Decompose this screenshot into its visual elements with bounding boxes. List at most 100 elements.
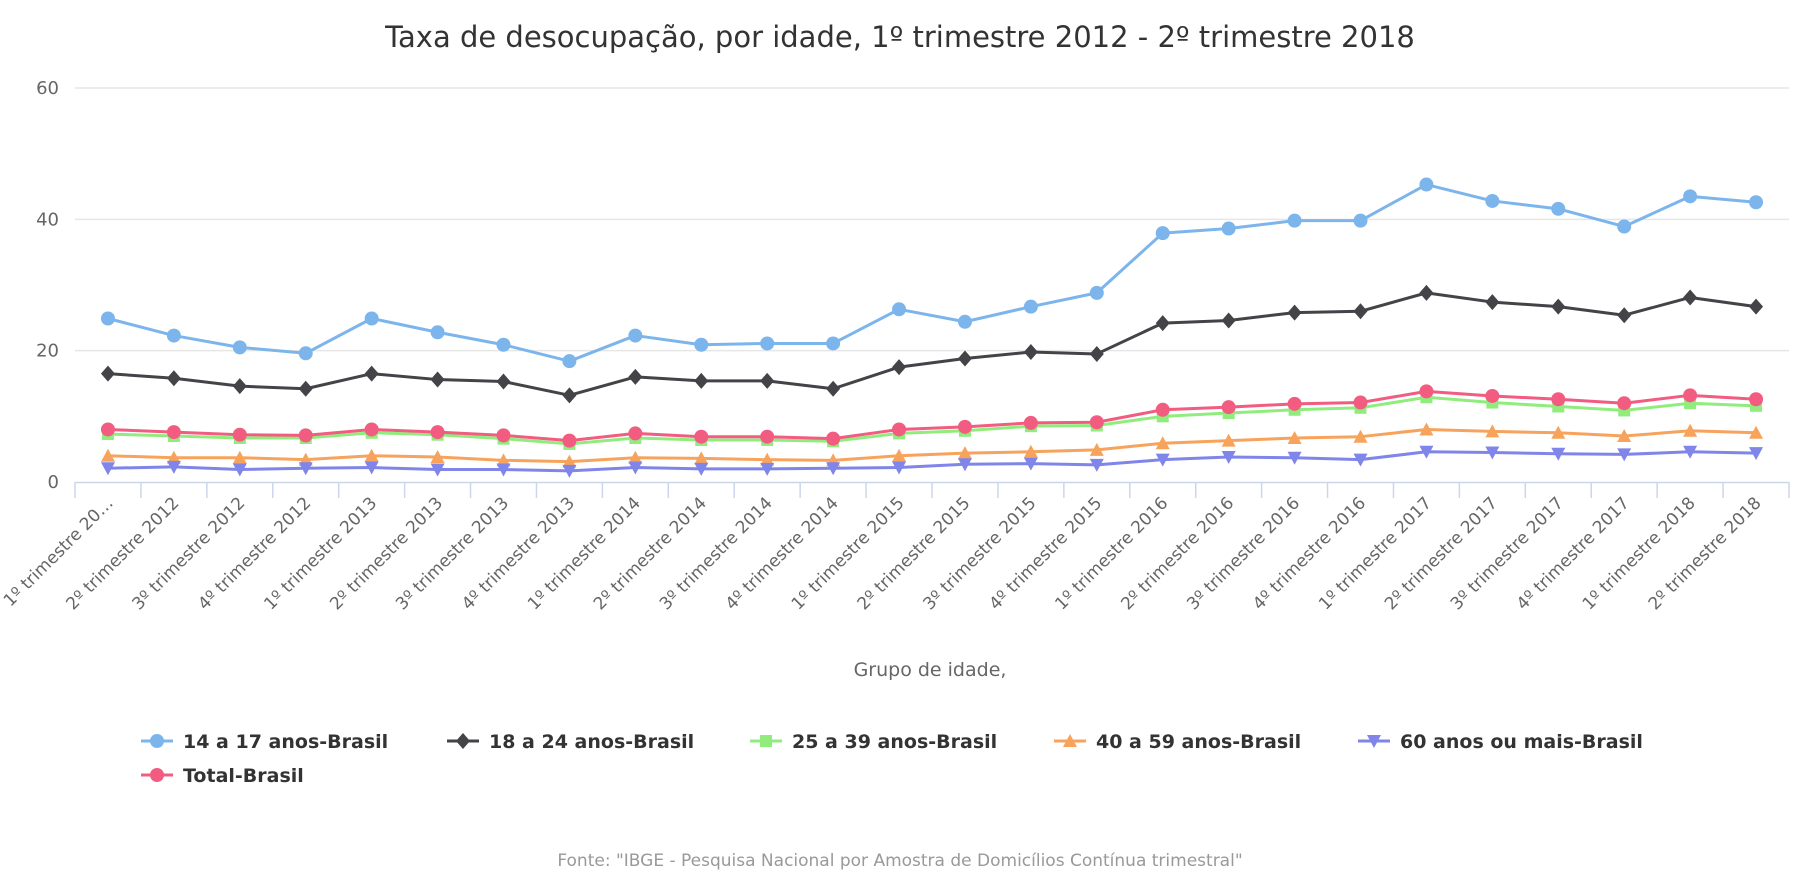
data-point — [364, 461, 379, 475]
data-point — [1353, 213, 1368, 228]
data-point — [1089, 458, 1104, 472]
data-point — [694, 337, 709, 352]
series-14-a-17-anos-brasil — [100, 177, 1764, 369]
x-tick-label: 2º trimestre 2014 — [590, 493, 711, 614]
data-point — [1023, 444, 1038, 458]
data-point — [232, 463, 247, 477]
data-point — [694, 451, 709, 465]
data-point — [1221, 433, 1236, 447]
data-point — [694, 372, 709, 389]
data-point — [760, 452, 775, 466]
legend-label: 40 a 59 anos-Brasil — [1096, 731, 1301, 753]
x-tick-label: 2º trimestre 2013 — [326, 493, 447, 614]
data-point — [430, 425, 445, 440]
data-point — [1551, 425, 1566, 439]
data-point — [1617, 307, 1632, 324]
data-point — [1683, 189, 1698, 204]
data-point — [760, 336, 775, 351]
legend-label: 18 a 24 anos-Brasil — [489, 731, 694, 753]
data-point — [1353, 453, 1368, 467]
data-point — [562, 433, 577, 448]
data-point — [562, 354, 577, 369]
y-tick-label: 60 — [36, 78, 59, 99]
data-point — [1287, 396, 1302, 411]
data-point — [1419, 422, 1434, 436]
legend-item[interactable]: 40 a 59 anos-Brasil — [1054, 731, 1301, 753]
x-tick-label: 1º trimestre 2015 — [788, 493, 909, 614]
x-tick-label: 1º trimestre 2013 — [260, 493, 381, 614]
data-point — [166, 460, 181, 474]
data-point — [957, 458, 972, 472]
data-point — [562, 387, 577, 404]
data-point — [760, 372, 775, 389]
legend-item[interactable]: Total-Brasil — [141, 765, 304, 787]
data-point — [1089, 285, 1104, 300]
data-point — [1155, 402, 1170, 417]
data-point — [496, 428, 511, 443]
data-point — [1287, 431, 1302, 445]
data-point — [1617, 396, 1632, 411]
data-point — [1287, 451, 1302, 465]
data-point — [1089, 345, 1104, 362]
data-point — [1023, 299, 1038, 314]
data-point — [1155, 453, 1170, 467]
data-point — [1221, 400, 1236, 415]
x-tick-label: 1º trimestre 2016 — [1051, 493, 1172, 614]
x-tick-label: 3º trimestre 2016 — [1183, 493, 1304, 614]
data-point — [1749, 447, 1764, 461]
series-line — [107, 427, 1757, 464]
legend-marker — [1063, 734, 1077, 747]
legend-item[interactable]: 18 a 24 anos-Brasil — [447, 731, 694, 753]
x-tick-label: 2º trimestre 2015 — [854, 493, 975, 614]
data-point — [496, 463, 511, 477]
legend-item[interactable]: 25 a 39 anos-Brasil — [750, 731, 997, 753]
data-point — [430, 450, 445, 464]
data-point — [166, 450, 181, 464]
data-point — [1749, 298, 1764, 315]
x-tick-label: 2º trimestre 2012 — [63, 493, 184, 614]
data-point — [1749, 195, 1764, 210]
data-point — [892, 422, 907, 437]
data-point — [957, 314, 972, 329]
data-point — [1287, 304, 1302, 321]
source-credit[interactable]: Fonte: "IBGE - Pesquisa Nacional por Amo… — [557, 851, 1242, 871]
data-point — [1617, 429, 1632, 443]
data-point — [298, 380, 313, 397]
data-point — [1683, 289, 1698, 306]
data-point — [826, 462, 841, 476]
data-point — [1551, 392, 1566, 407]
data-point — [1749, 392, 1764, 407]
chart-title: Taxa de desocupação, por idade, 1º trime… — [384, 20, 1415, 54]
data-point — [628, 450, 643, 464]
data-point — [298, 462, 313, 476]
series-line — [107, 183, 1757, 363]
data-point — [232, 340, 247, 355]
x-tick-label: 2º trimestre 2018 — [1645, 493, 1766, 614]
series-25-a-39-anos-brasil — [101, 391, 1763, 450]
legend: 14 a 17 anos-Brasil 18 a 24 anos-Brasil 25… — [141, 731, 1643, 787]
series-line — [107, 389, 1757, 443]
data-point — [1683, 388, 1698, 403]
data-point — [364, 422, 379, 437]
data-point — [1749, 425, 1764, 439]
legend-marker — [150, 768, 164, 782]
data-point — [298, 346, 313, 361]
legend-label: 14 a 17 anos-Brasil — [183, 731, 388, 753]
legend-item[interactable]: 60 anos ou mais-Brasil — [1358, 731, 1643, 753]
x-axis-title: Grupo de idade, — [854, 659, 1007, 681]
data-point — [892, 461, 907, 475]
legend-label: 25 a 39 anos-Brasil — [792, 731, 997, 753]
data-point — [1683, 445, 1698, 459]
legend-item[interactable]: 14 a 17 anos-Brasil — [141, 731, 388, 753]
data-point — [1155, 436, 1170, 450]
data-point — [1353, 303, 1368, 320]
data-point — [1221, 451, 1236, 465]
data-point — [892, 448, 907, 462]
series-line — [107, 450, 1757, 473]
data-point — [496, 337, 511, 352]
data-point — [1023, 457, 1038, 471]
data-point — [232, 378, 247, 395]
data-point — [1485, 424, 1500, 438]
data-point — [100, 462, 115, 476]
